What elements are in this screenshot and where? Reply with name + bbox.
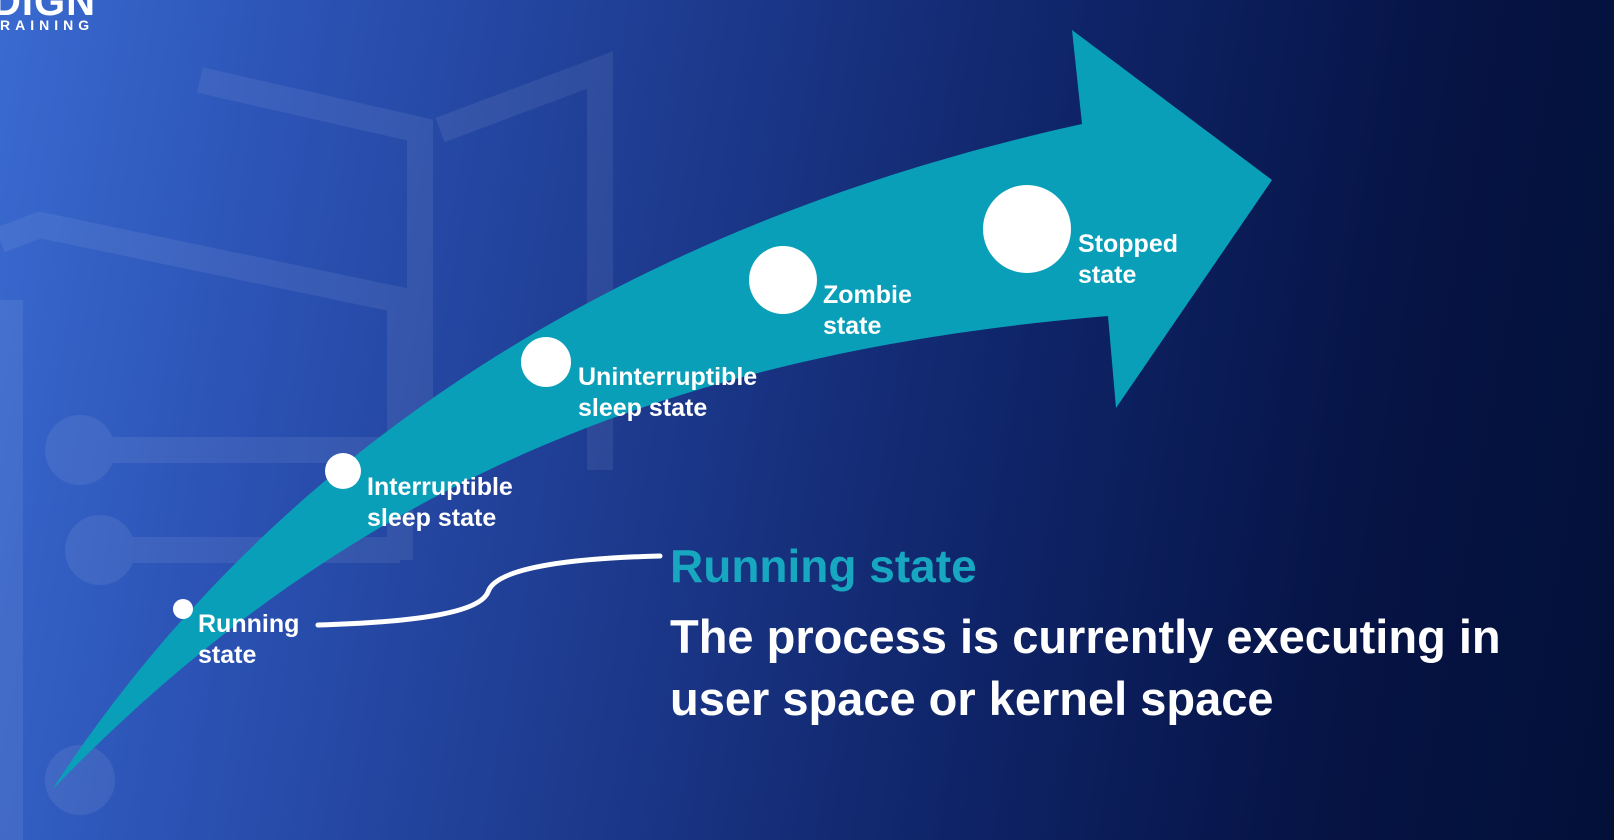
state-dot-stopped bbox=[983, 185, 1071, 273]
state-dot-uninterruptible bbox=[521, 337, 571, 387]
progress-arrow bbox=[52, 30, 1272, 790]
watermark-panel bbox=[197, 67, 433, 470]
logo-wordmark: DIGN bbox=[0, 0, 96, 24]
state-dot-zombie bbox=[749, 246, 817, 314]
logo: DIGN RAINING bbox=[0, 0, 96, 32]
watermark-node bbox=[45, 415, 115, 485]
state-label-running: Running state bbox=[198, 610, 300, 669]
detail-connector-line bbox=[315, 553, 663, 628]
state-label-uninterruptible: Uninterruptible sleep state bbox=[578, 363, 758, 422]
state-dot-interruptible bbox=[325, 453, 361, 489]
logo-subtitle: RAINING bbox=[0, 17, 95, 33]
state-dot-running bbox=[173, 599, 193, 619]
detail-description: The process is currently executing in us… bbox=[670, 610, 1501, 725]
state-label-interruptible: Interruptible sleep state bbox=[367, 473, 513, 532]
watermark-node bbox=[45, 745, 115, 815]
state-label-stopped: Stopped state bbox=[1078, 230, 1178, 289]
state-label-zombie: Zombie state bbox=[823, 281, 912, 340]
watermark-node bbox=[65, 515, 135, 585]
detail-title: Running state bbox=[670, 540, 977, 592]
